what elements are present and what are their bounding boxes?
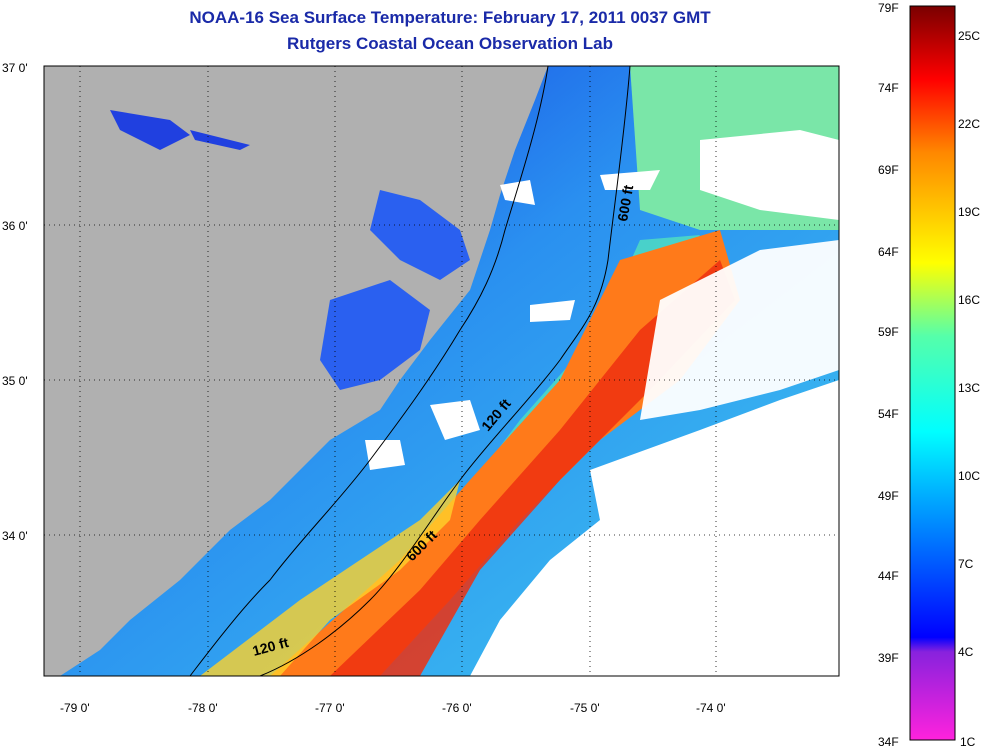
colorbar-c-label: 4C [958,645,974,659]
lon-label: -79 0' [60,701,90,715]
colorbar-c-label: 10C [958,469,980,483]
colorbar-f-label: 49F [878,489,899,503]
lon-label: -78 0' [188,701,218,715]
colorbar-f-label: 69F [878,163,899,177]
colorbar-f-label: 44F [878,569,899,583]
colorbar-c-label: 22C [958,117,980,131]
colorbar-c-label: 1C [960,735,976,749]
map-frame [43,65,840,677]
graticule [44,66,839,676]
map-area [44,66,839,676]
lon-label: -76 0' [442,701,472,715]
colorbar-f-label: 39F [878,651,899,665]
colorbar-gradient [909,5,956,741]
lon-label: -74 0' [696,701,726,715]
colorbar-f-label: 74F [878,81,899,95]
colorbar-c-label: 25C [958,29,980,43]
colorbar-c-label: 16C [958,293,980,307]
map-title: NOAA-16 Sea Surface Temperature: Februar… [189,8,711,27]
contour-label: 600 ft [614,183,636,222]
lat-label: 35 0' [2,374,28,388]
map-subtitle: Rutgers Coastal Ocean Observation Lab [287,34,613,53]
colorbar-f-label: 64F [878,245,899,259]
lat-label: 36 0' [2,219,28,233]
bathymetry-contours [189,66,631,676]
colorbar-f-label: 59F [878,325,899,339]
color-scale: 79F 74F 69F 64F 59F 54F 49F 44F 39F 34F … [878,1,980,749]
colorbar-c-label: 7C [958,557,974,571]
colorbar-f-label: 79F [878,1,899,15]
lon-label: -75 0' [570,701,600,715]
colorbar-c-label: 13C [958,381,980,395]
lon-label: -77 0' [315,701,345,715]
lat-label: 37 0' [2,61,28,75]
cloud-cover [365,130,839,676]
colorbar-f-label: 54F [878,407,899,421]
colorbar-f-label: 34F [878,735,899,749]
lat-label: 34 0' [2,529,28,543]
colorbar-c-label: 19C [958,205,980,219]
